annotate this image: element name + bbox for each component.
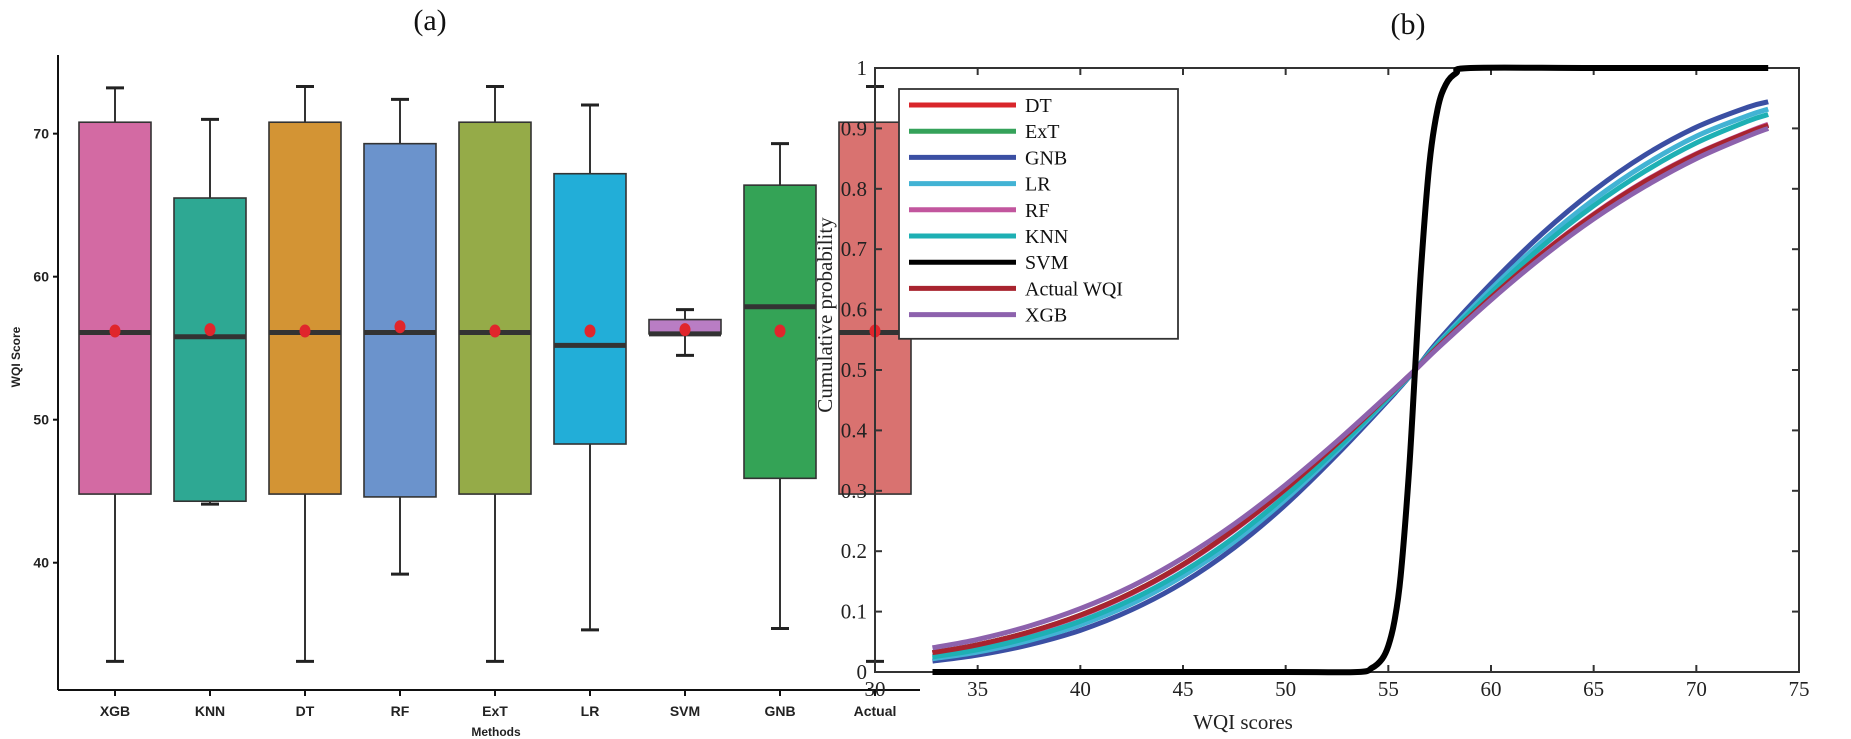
legend-item: ExT [909,121,1059,143]
box-svm [648,308,722,357]
mean-marker [204,323,216,337]
x-axis-label: WQI scores [1193,710,1293,734]
cdf-lines [932,64,1770,676]
legend-label: DT [1025,95,1052,117]
y-tick-label: 50 [33,412,49,428]
mean-marker [394,320,406,334]
x-tick-label: KNN [195,703,225,719]
iqr-box [173,197,247,503]
mean-marker [299,324,311,338]
x-tick-label: SVM [670,703,700,719]
x-tick-label: XGB [100,703,130,719]
box-xgb [78,86,152,663]
y-tick-label: 0.7 [841,237,867,261]
x-tick-label: ExT [482,703,508,719]
y-axis-label: WQI Score [9,326,23,387]
x-tick-label: Actual [854,703,897,719]
legend-item: XGB [909,305,1067,327]
x-tick-label: 70 [1686,677,1707,701]
legend-item: KNN [909,226,1068,248]
legend-label: ExT [1025,121,1059,143]
x-tick-label: RF [391,703,410,719]
x-tick-label: LR [581,703,600,719]
box-dt [268,84,342,663]
x-tick-label: 45 [1173,677,1194,701]
y-tick-label: 0.4 [841,418,868,442]
y-tick-label: 0.8 [841,177,867,201]
mean-marker [679,323,691,337]
boxplot-boxes [78,84,912,663]
y-tick-label: 0.6 [841,298,867,322]
mean-marker [109,324,121,338]
line-xgb [932,126,1770,651]
legend-label: SVM [1025,252,1069,274]
y-tick-label: 60 [33,269,49,285]
box-knn [173,117,247,506]
x-tick-label: 75 [1789,677,1810,701]
legend-label: Actual WQI [1025,278,1123,300]
box-ext [458,84,532,663]
y-tick-label: 0.3 [841,479,867,503]
x-tick-label: 30 [865,677,886,701]
legend-label: RF [1025,200,1049,222]
line-svm [932,64,1769,676]
legend-item: RF [909,200,1049,222]
x-tick-label: GNB [764,703,795,719]
box-rf [363,97,437,576]
x-tick-label: 55 [1378,677,1399,701]
box-lr [553,103,627,632]
legend-item: GNB [909,147,1067,169]
iqr-box [268,121,342,495]
x-axis-label: Methods [471,725,521,739]
panel-b-label: (b) [1391,8,1426,41]
legend-label: LR [1025,174,1051,196]
mean-marker [489,324,501,338]
x-tick-label: 50 [1275,677,1296,701]
x-tick-label: DT [296,703,315,719]
legend: DT ExT GNB LR RF KNN SVM Actual WQI XGB [898,88,1179,340]
y-axis-label: Cumulative probability [813,217,837,413]
legend-label: XGB [1025,305,1067,327]
iqr-box [553,172,627,445]
y-tick-label: 70 [33,126,49,142]
x-tick-label: 35 [967,677,988,701]
y-tick-label: 40 [33,555,49,571]
legend-label: GNB [1025,147,1067,169]
y-tick-label: 1 [857,56,868,80]
legend-item: SVM [909,252,1069,274]
x-tick-label: 65 [1583,677,1604,701]
axis-ticks: 30 35 40 45 50 55 60 65 70 75 0 0.1 0.2 0.3 0.4 0.5 0.6 0… [841,56,1810,701]
legend-item: Actual WQI [909,278,1123,300]
y-tick-label: 0.5 [841,358,867,382]
y-tick-label: 0.9 [841,116,867,140]
mean-marker [774,324,786,338]
panel-b-cdf: (b) 30 35 40 45 50 55 60 65 70 75 0 0.1 0.2 0.3 0.4 0.5… [813,8,1810,734]
box-gnb [743,142,817,631]
iqr-box [458,121,532,495]
mean-marker [584,324,596,338]
panel-a-label: (a) [413,4,446,37]
x-tick-label: 40 [1070,677,1091,701]
y-tick-label: 0.2 [841,539,867,563]
legend-item: DT [909,95,1052,117]
legend-label: KNN [1025,226,1068,248]
y-tick-label: 0 [857,660,868,684]
legend-item: LR [909,174,1051,196]
iqr-box [78,121,152,495]
x-ticks: XGB KNN DT RF ExT LR SVM GNB Actual [100,690,897,719]
y-ticks: 40 50 60 70 [33,126,58,571]
panel-a-boxplot: (a) 40 50 60 70 XGB KNN DT RF ExT LR SVM GNB Actual… [9,4,920,739]
x-tick-label: 60 [1481,677,1502,701]
y-tick-label: 0.1 [841,600,867,624]
